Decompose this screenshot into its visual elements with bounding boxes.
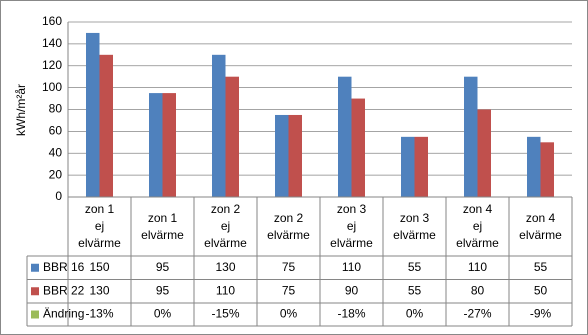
bar bbox=[540, 142, 554, 197]
y-tick-label: 20 bbox=[49, 167, 63, 181]
y-tick-label: 140 bbox=[42, 36, 62, 50]
bar bbox=[477, 109, 491, 197]
table-cell: 90 bbox=[345, 283, 359, 297]
table-cell: -13% bbox=[85, 307, 113, 321]
table-cell: 95 bbox=[156, 260, 170, 274]
bar bbox=[225, 76, 239, 197]
table-cell: -27% bbox=[463, 307, 491, 321]
table-cell: 110 bbox=[342, 260, 361, 274]
table-cell: 75 bbox=[282, 260, 296, 274]
x-tick-label: zon 3 elvärme bbox=[393, 210, 436, 242]
bar bbox=[275, 114, 289, 197]
bar bbox=[338, 76, 352, 197]
legend-key bbox=[31, 263, 39, 272]
bar bbox=[288, 114, 302, 197]
bar bbox=[401, 136, 415, 197]
legend-key bbox=[31, 287, 39, 296]
bar bbox=[149, 93, 163, 197]
y-tick-label: 80 bbox=[49, 102, 63, 116]
bar bbox=[351, 98, 365, 197]
table-cell: 55 bbox=[408, 283, 422, 297]
table-cell: 110 bbox=[468, 260, 487, 274]
table-cell: 95 bbox=[156, 283, 170, 297]
x-tick-label: zon 1 elvärme bbox=[141, 210, 184, 242]
x-tick-label: zon 4 elvärme bbox=[519, 210, 562, 242]
table-cell: 0% bbox=[280, 307, 298, 321]
table-cell: 55 bbox=[408, 260, 422, 274]
table-cell: -18% bbox=[337, 307, 365, 321]
table-cell: 110 bbox=[216, 283, 235, 297]
table-cell: -9% bbox=[530, 307, 552, 321]
x-tick-label: zon 4 ej elvärme bbox=[456, 202, 499, 250]
table-cell: 0% bbox=[406, 307, 424, 321]
bar bbox=[414, 136, 428, 197]
table-cell: 0% bbox=[154, 307, 172, 321]
table-cell: -15% bbox=[211, 307, 239, 321]
x-tick-label: zon 2 ej elvärme bbox=[204, 202, 247, 250]
legend-label: Ändring bbox=[43, 307, 84, 321]
bar bbox=[99, 54, 113, 197]
y-axis-label: kWh/m²år bbox=[14, 84, 28, 136]
table-cell: 130 bbox=[89, 283, 109, 297]
table-cell: 50 bbox=[534, 283, 548, 297]
legend-label: BBR 22 bbox=[43, 283, 85, 297]
legend-key bbox=[31, 310, 39, 319]
y-tick-label: 60 bbox=[49, 124, 63, 138]
x-tick-label: zon 3 ej elvärme bbox=[330, 202, 373, 250]
x-tick-label: zon 1 ej elvärme bbox=[78, 202, 121, 250]
y-tick-label: 40 bbox=[49, 145, 63, 159]
bar bbox=[464, 76, 478, 197]
table-cell: 150 bbox=[89, 260, 109, 274]
bar bbox=[162, 93, 176, 197]
y-tick-label: 0 bbox=[55, 189, 62, 203]
y-tick-label: 160 bbox=[42, 14, 62, 28]
table-cell: 130 bbox=[215, 260, 235, 274]
bar bbox=[86, 32, 100, 197]
y-tick-label: 120 bbox=[42, 58, 62, 72]
legend-label: BBR 16 bbox=[43, 260, 85, 274]
table-cell: 80 bbox=[471, 283, 485, 297]
table-cell: 55 bbox=[534, 260, 548, 274]
y-tick-label: 100 bbox=[42, 80, 62, 94]
bar bbox=[212, 54, 226, 197]
bar bbox=[527, 136, 541, 197]
x-tick-label: zon 2 elvärme bbox=[267, 210, 310, 242]
table-cell: 75 bbox=[282, 283, 296, 297]
